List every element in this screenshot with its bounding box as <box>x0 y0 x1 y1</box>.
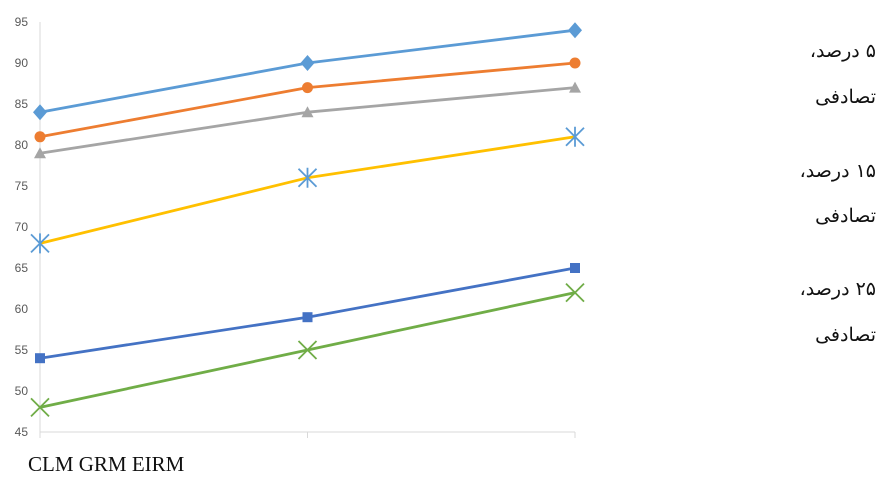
data-point <box>569 81 581 93</box>
data-point <box>568 22 582 39</box>
series-line <box>39 61 576 139</box>
legend-text: تصادفی <box>815 324 876 346</box>
data-point <box>302 82 313 94</box>
series-line <box>39 135 576 245</box>
data-point <box>302 312 313 323</box>
data-point <box>297 340 318 360</box>
y-tick-label: 60 <box>15 302 29 316</box>
y-tick-labels: 45 50 55 60 65 70 75 80 85 90 95 <box>15 15 29 439</box>
y-tick-label: 70 <box>15 220 29 234</box>
legend-text: تصادفی <box>815 86 876 108</box>
data-point <box>565 282 585 303</box>
data-point <box>569 57 581 69</box>
y-tick-label: 65 <box>15 261 29 275</box>
data-point <box>35 353 45 364</box>
y-tick-label: 85 <box>15 97 29 111</box>
data-point <box>33 104 47 121</box>
legend-text: ۵ درصد، <box>809 40 876 62</box>
y-tick-label: 80 <box>15 138 29 152</box>
data-point <box>30 233 50 254</box>
legend-text: تصادفی <box>815 205 876 227</box>
series-group <box>30 22 585 418</box>
y-tick-label: 55 <box>15 343 29 357</box>
data-point <box>34 131 46 143</box>
legend-text: ۱۵ درصد، <box>799 160 876 182</box>
data-point <box>300 55 315 71</box>
y-tick-label: 95 <box>15 15 29 29</box>
data-point <box>565 126 585 147</box>
data-point <box>34 147 46 159</box>
data-point <box>297 167 318 188</box>
legend-text: ۲۵ درصد، <box>799 278 876 300</box>
y-tick-label: 75 <box>15 179 29 193</box>
data-point <box>570 263 580 273</box>
y-tick-label: 50 <box>15 384 29 398</box>
x-tick-marks <box>39 432 576 438</box>
x-axis-caption: CLM GRM EIRM <box>28 452 185 476</box>
data-point <box>30 397 50 418</box>
data-point <box>301 106 314 118</box>
y-tick-label: 45 <box>15 425 29 439</box>
y-tick-label: 90 <box>15 56 29 70</box>
